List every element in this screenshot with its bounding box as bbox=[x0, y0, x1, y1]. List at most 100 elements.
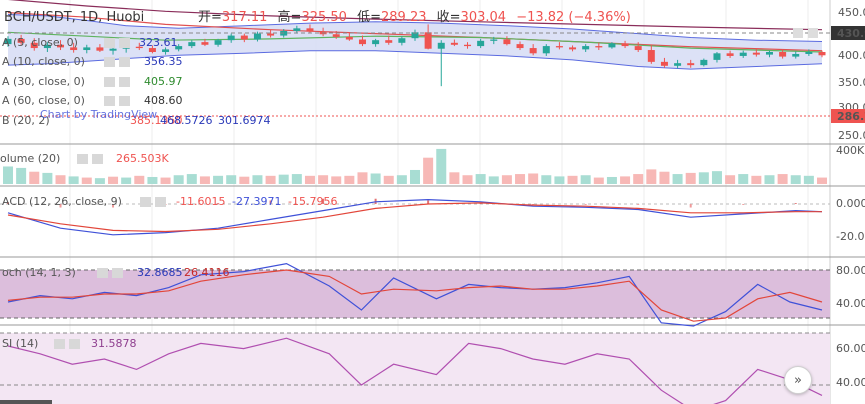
gear-icon[interactable] bbox=[54, 339, 65, 349]
volume-bar bbox=[685, 172, 696, 184]
volume-tick: 400K bbox=[836, 144, 865, 157]
close-icon[interactable] bbox=[112, 268, 123, 278]
close-icon[interactable] bbox=[119, 96, 130, 106]
high-price-badge bbox=[831, 26, 865, 40]
scroll-to-realtime-button[interactable]: » bbox=[784, 366, 812, 394]
candle-body bbox=[818, 52, 826, 56]
volume-bar bbox=[344, 175, 355, 184]
candle-body bbox=[477, 40, 485, 47]
gear-icon[interactable] bbox=[104, 77, 115, 87]
legend-icons[interactable] bbox=[54, 38, 166, 349]
volume-bar bbox=[134, 175, 145, 184]
volume-bar bbox=[738, 174, 749, 184]
candle-body bbox=[542, 46, 550, 54]
gear-icon[interactable] bbox=[140, 197, 151, 207]
volume-bar bbox=[462, 175, 473, 184]
candle-body bbox=[162, 49, 170, 52]
candle-body bbox=[345, 36, 353, 40]
close-icon[interactable] bbox=[119, 57, 130, 67]
volume-bar bbox=[42, 172, 53, 184]
volume-bar bbox=[226, 175, 237, 184]
volume-bar bbox=[711, 171, 722, 184]
candle-body bbox=[582, 46, 590, 50]
candle-body bbox=[595, 46, 603, 48]
volume-bar bbox=[567, 175, 578, 184]
volume-bar bbox=[410, 169, 420, 184]
volume-value: 265.503K bbox=[116, 152, 169, 165]
gear-icon[interactable] bbox=[97, 268, 108, 278]
volume-bar bbox=[593, 177, 604, 184]
stoch-d-line bbox=[7, 269, 823, 322]
volume-bar bbox=[501, 175, 512, 184]
price-tick: 350.00 bbox=[838, 76, 865, 89]
close-icon[interactable] bbox=[155, 197, 166, 207]
candle-body bbox=[70, 47, 78, 51]
volume-bar bbox=[449, 172, 460, 184]
close-icon[interactable] bbox=[92, 154, 103, 164]
volume-bar bbox=[265, 175, 276, 184]
ohlc-readout: 开=317.11 高=325.50 低=289.23 收=303.04 −13.… bbox=[198, 9, 631, 25]
candle-body bbox=[96, 47, 104, 51]
volume-bar bbox=[698, 172, 709, 184]
ma30-label: A (30, close, 0) bbox=[2, 75, 85, 88]
candle-body bbox=[687, 63, 695, 66]
volume-bar bbox=[370, 173, 381, 184]
candle-body bbox=[398, 38, 406, 43]
candle-body bbox=[569, 47, 577, 50]
price-tick: 450.00 bbox=[838, 6, 865, 19]
gear-icon[interactable] bbox=[77, 154, 88, 164]
macd-label: ACD (12, 26, close, 9) bbox=[2, 195, 122, 208]
ma60-line bbox=[7, 0, 823, 31]
volume-bar bbox=[803, 175, 814, 184]
candle-body bbox=[792, 53, 800, 57]
rsi-value: 31.5878 bbox=[91, 337, 137, 350]
stoch-tick: 40.00 bbox=[836, 297, 865, 310]
candle-body bbox=[175, 46, 183, 50]
ma30-line bbox=[7, 12, 823, 52]
volume-bar bbox=[515, 174, 526, 184]
rsi-tick: 40.00 bbox=[836, 376, 865, 389]
candle-body bbox=[555, 46, 563, 48]
rsi-line bbox=[7, 337, 823, 404]
close-icon[interactable] bbox=[119, 38, 130, 48]
chart-settings-icons[interactable] bbox=[793, 28, 818, 38]
candle-body bbox=[529, 48, 537, 54]
candle-body bbox=[201, 42, 209, 45]
volume-bar bbox=[252, 175, 263, 184]
macd-line bbox=[7, 198, 823, 236]
volume-bar bbox=[396, 175, 407, 184]
gear-icon[interactable] bbox=[104, 96, 115, 106]
volume-bar bbox=[659, 171, 670, 184]
candle-body bbox=[227, 35, 235, 41]
volume-bar bbox=[304, 175, 315, 184]
volume-bar bbox=[318, 175, 329, 184]
close-icon[interactable] bbox=[808, 28, 818, 38]
volume-bar bbox=[383, 175, 394, 184]
candle-body bbox=[516, 44, 524, 49]
candle-body bbox=[674, 63, 682, 66]
bottom-scrollbar[interactable] bbox=[0, 400, 52, 404]
volume-bar bbox=[606, 176, 617, 184]
gear-icon[interactable] bbox=[104, 57, 115, 67]
close-icon[interactable] bbox=[119, 77, 130, 87]
macd-tick: 0.000 bbox=[836, 197, 865, 210]
volume-bar bbox=[646, 169, 657, 184]
candle-body bbox=[464, 44, 472, 47]
candle-body bbox=[424, 32, 432, 49]
candle-body bbox=[503, 39, 511, 45]
gear-icon[interactable] bbox=[104, 38, 115, 48]
volume-bar bbox=[423, 157, 434, 184]
candle-body bbox=[739, 52, 747, 56]
candle-body bbox=[647, 50, 655, 62]
close-icon[interactable] bbox=[69, 339, 80, 349]
volume-bar bbox=[554, 176, 565, 184]
volume-bar bbox=[3, 166, 13, 184]
candle-body bbox=[57, 44, 65, 48]
rsi-label: SI (14) bbox=[2, 337, 38, 350]
volume-bar bbox=[239, 176, 250, 184]
volume-bar bbox=[357, 172, 368, 184]
volume-bar bbox=[790, 175, 801, 184]
gear-icon[interactable] bbox=[793, 28, 803, 38]
candle-body bbox=[385, 40, 393, 43]
